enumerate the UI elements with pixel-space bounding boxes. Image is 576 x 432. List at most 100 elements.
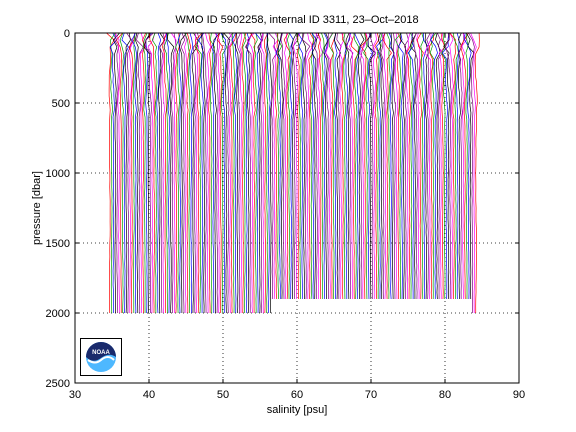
salinity-profile-line	[438, 32, 446, 300]
salinity-profile-line	[156, 32, 162, 314]
salinity-profile-line	[162, 32, 167, 314]
salinity-profile-line	[354, 32, 362, 300]
salinity-profile-line	[145, 32, 154, 314]
salinity-profile-line	[430, 32, 438, 300]
salinity-profile-line	[313, 32, 319, 300]
salinity-profile-line	[323, 32, 329, 300]
salinity-profile-line	[321, 32, 325, 300]
salinity-profile-line	[166, 32, 175, 314]
salinity-profile-line	[376, 32, 383, 300]
salinity-profile-line	[291, 32, 297, 300]
salinity-profile-line	[246, 32, 255, 314]
chart-title: WMO ID 5902258, internal ID 3311, 23–Oct…	[175, 14, 418, 26]
salinity-profile-line	[245, 32, 253, 314]
salinity-profile-line	[194, 32, 203, 314]
salinity-profile-line	[143, 32, 151, 314]
salinity-profile-line	[388, 32, 395, 300]
salinity-profile-line	[145, 32, 153, 314]
salinity-profile-line	[457, 32, 465, 300]
salinity-profile-line	[407, 32, 415, 300]
salinity-profile-line	[413, 32, 419, 300]
salinity-profile-line	[292, 32, 299, 300]
salinity-profile-line	[452, 32, 459, 300]
salinity-profile-line	[231, 32, 238, 314]
salinity-profile-line	[456, 32, 460, 300]
salinity-profile-line	[253, 32, 258, 314]
salinity-profile-line	[296, 32, 300, 300]
salinity-profile-line	[234, 32, 239, 314]
salinity-profile-line	[302, 32, 311, 300]
salinity-profile-line	[420, 32, 425, 300]
salinity-profile-line	[277, 32, 284, 300]
salinity-profile-line	[350, 32, 359, 300]
salinity-profile-line	[380, 32, 385, 300]
salinity-profile-line	[344, 32, 352, 300]
salinity-profile-line	[119, 32, 125, 314]
salinity-profile-line	[390, 32, 395, 300]
salinity-profile-line	[405, 32, 411, 300]
salinity-profile-line	[139, 32, 146, 314]
salinity-profile-line	[149, 32, 156, 314]
salinity-profile-line	[194, 32, 200, 313]
salinity-profile-line	[330, 32, 337, 300]
salinity-profile-line	[367, 32, 374, 300]
salinity-profile-line	[260, 32, 265, 314]
salinity-profile-line	[470, 32, 477, 314]
x-tick-label: 50	[217, 389, 229, 401]
salinity-profile-line	[325, 32, 333, 300]
salinity-profile-line	[258, 32, 264, 314]
salinity-profile-line	[449, 32, 456, 300]
salinity-profile-line	[272, 32, 279, 300]
salinity-profile-line	[192, 32, 200, 314]
salinity-profile-line	[213, 32, 220, 314]
salinity-profile-line	[440, 32, 445, 300]
salinity-profile-line	[263, 32, 269, 314]
salinity-profile-line	[220, 32, 227, 314]
logo-upper-half	[86, 342, 116, 361]
salinity-profile-line	[159, 32, 166, 314]
salinity-profile-line	[221, 32, 228, 314]
salinity-profile-line	[359, 32, 368, 300]
salinity-profile-line	[274, 32, 279, 300]
salinity-profile-line	[268, 32, 278, 300]
salinity-profile-line	[184, 32, 191, 314]
x-tick-label: 60	[291, 389, 303, 401]
salinity-profile-line	[246, 32, 253, 314]
salinity-profile-line	[441, 32, 450, 300]
salinity-profile-line	[360, 32, 368, 300]
salinity-profile-line	[114, 32, 121, 314]
salinity-profile-line	[209, 32, 215, 314]
salinity-profile-line	[205, 32, 212, 314]
salinity-profile-line	[398, 32, 404, 300]
salinity-profile-line	[217, 32, 224, 314]
salinity-profile-line	[226, 32, 233, 314]
salinity-profile-line	[131, 32, 137, 314]
y-tick-label: 0	[64, 28, 70, 40]
salinity-profile-line	[110, 32, 116, 314]
salinity-profile-line	[406, 32, 414, 300]
profiles	[106, 32, 480, 314]
salinity-profile-line	[408, 32, 415, 300]
salinity-profile-line	[443, 32, 450, 300]
salinity-profile-line	[177, 32, 182, 314]
salinity-profile-line	[345, 32, 354, 300]
salinity-profile-line	[162, 32, 168, 314]
salinity-profile-line	[109, 32, 118, 314]
salinity-profile-line	[180, 32, 186, 314]
salinity-profile-line	[265, 32, 269, 314]
y-tick-label: 1500	[46, 238, 70, 250]
salinity-profile-line	[309, 32, 315, 300]
logo-wave	[87, 356, 115, 364]
salinity-profile-line	[422, 32, 429, 300]
salinity-profile-line	[255, 32, 262, 314]
salinity-profile-line	[315, 32, 324, 300]
salinity-profile-line	[242, 32, 247, 314]
salinity-profile-line	[378, 32, 384, 300]
salinity-profile-line	[236, 32, 241, 314]
salinity-profile-line	[416, 32, 420, 300]
salinity-profile-line	[286, 32, 291, 300]
salinity-profile-line	[195, 32, 204, 314]
salinity-profile-line	[363, 32, 369, 300]
salinity-profile-line	[129, 32, 135, 314]
salinity-profile-line	[134, 32, 139, 314]
